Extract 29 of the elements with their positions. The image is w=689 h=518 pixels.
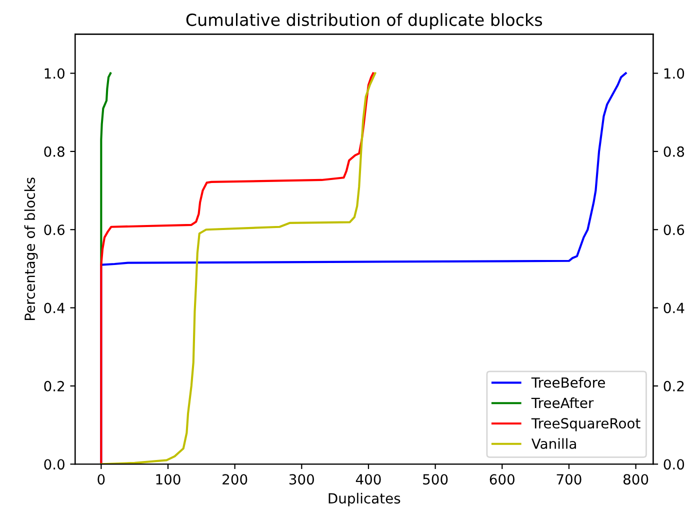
y-axis-title: Percentage of blocks (24, 178, 38, 320)
line-series (100, 72, 112, 266)
x-tick-label: 300 (289, 474, 314, 485)
x-tick-label: 400 (356, 474, 381, 485)
legend-label: Vanilla (532, 438, 576, 449)
x-tick-label: 800 (623, 474, 648, 485)
y-tick-label: 0.2 (44, 380, 64, 392)
x-tick-label: 700 (556, 474, 582, 485)
y2-tick-label: 0.6 (664, 224, 684, 236)
legend-label: TreeAfter (531, 397, 594, 408)
x-axis-title: Duplicates (328, 492, 400, 506)
y2-tick-label: 1.0 (664, 68, 684, 79)
y-tick-label: 0.6 (44, 224, 65, 236)
x-tick-label: 200 (222, 474, 248, 485)
y-tick-label: 0.8 (44, 146, 64, 157)
y2-tick-label: 0.2 (664, 380, 684, 392)
y2-tick-label: 0.0 (664, 459, 684, 470)
y2-tick-label: 0.4 (664, 302, 684, 314)
x-tick-label: 0 (98, 474, 105, 485)
x-tick-label: 500 (423, 474, 448, 485)
legend-label: TreeSquareRoot (531, 418, 640, 432)
y-tick-label: 1.0 (44, 68, 64, 79)
chart-title: Cumulative distribution of duplicate blocks (186, 13, 542, 30)
x-tick-label: 600 (490, 474, 514, 485)
x-tick-label: 100 (156, 474, 180, 485)
y-tick-label: 0.4 (44, 302, 65, 314)
y-tick-label: 0.0 (44, 459, 64, 470)
y2-tick-label: 0.8 (664, 146, 684, 157)
legend-label: TreeBefore (531, 377, 605, 388)
